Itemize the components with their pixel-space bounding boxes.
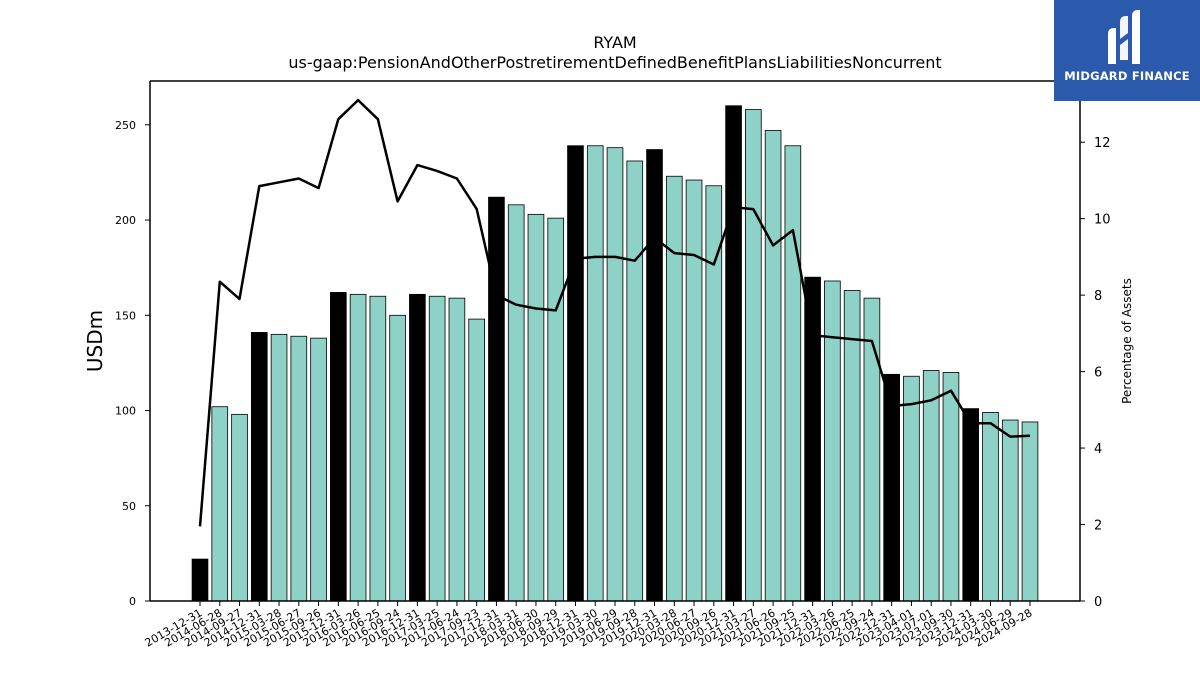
bar-2014-09-27: [231, 413, 248, 602]
percentage-line: [198, 98, 1031, 527]
bar-2018-09-29: [547, 217, 565, 602]
bar-2023-09-30: [942, 372, 960, 602]
logo-mark-icon: [1108, 10, 1140, 64]
y-axis-label-left: USDm: [83, 310, 107, 372]
bar-2014-12-31: [250, 332, 268, 602]
bar-2015-09-26: [310, 337, 327, 602]
x-axis-ticks: 2013-12-312014-06-282014-09-272014-12-31…: [143, 601, 1035, 650]
line-series: [198, 98, 1031, 527]
bar-2018-12-31: [567, 145, 584, 602]
bar-2016-09-24: [389, 314, 406, 602]
y-tick-label: 0: [129, 595, 136, 608]
bar-2017-06-24: [448, 297, 466, 602]
bar-2021-09-25: [784, 145, 802, 602]
bar-2015-06-27: [290, 335, 308, 602]
bar-2014-06-28: [211, 406, 229, 602]
bar-2020-03-28: [665, 175, 683, 602]
bar-2021-06-26: [764, 130, 782, 602]
y-tick-label: 200: [115, 214, 136, 227]
bar-2021-03-27: [745, 109, 762, 602]
y-axis-label-right: Percentage of Assets: [1120, 278, 1134, 404]
y-right-tick-label: 12: [1094, 136, 1111, 151]
bar-2015-12-31: [330, 292, 347, 602]
bar-2016-12-31: [409, 293, 426, 602]
y-axis-ticks-right: 0 2 4 6 8 10 12: [1080, 136, 1111, 610]
bar-2017-09-23: [468, 318, 485, 602]
bar-2015-03-28: [270, 333, 288, 602]
y-right-tick-label: 4: [1094, 442, 1102, 457]
bar-2022-03-26: [824, 280, 841, 602]
y-right-tick-label: 6: [1094, 366, 1102, 381]
bar-2019-12-31: [646, 149, 663, 602]
bar-2024-09-28: [1021, 421, 1039, 602]
bar-2023-07-01: [922, 370, 940, 602]
bar-2018-06-30: [527, 213, 545, 602]
bar-series: [191, 105, 1039, 602]
y-right-tick-label: 0: [1094, 595, 1102, 610]
y-tick-label: 100: [115, 405, 136, 418]
y-right-tick-label: 10: [1094, 213, 1111, 228]
y-tick-label: 50: [122, 500, 136, 513]
y-right-tick-label: 8: [1094, 289, 1102, 304]
logo-text: MIDGARD FINANCE: [1064, 69, 1190, 83]
bar-2023-12-31: [962, 408, 980, 602]
y-tick-label: 250: [115, 119, 136, 132]
y-right-tick-label: 2: [1094, 519, 1102, 534]
bar-2023-04-01: [903, 375, 920, 602]
chart-title: RYAM: [593, 33, 636, 52]
bar-2017-12-31: [488, 196, 505, 602]
bar-2019-06-29: [606, 147, 624, 602]
bar-2017-03-25: [428, 295, 446, 602]
bar-2013-12-31: [191, 558, 209, 602]
bar-2019-03-30: [586, 145, 604, 602]
bar-2024-06-29: [1001, 419, 1019, 602]
y-tick-label: 150: [115, 309, 136, 322]
bar-2024-03-30: [982, 412, 999, 602]
bar-2018-03-31: [507, 204, 525, 602]
bar-2016-06-25: [369, 295, 387, 602]
bar-2021-12-31: [804, 276, 821, 602]
bar-2022-12-31: [883, 373, 900, 602]
bar-2020-12-31: [725, 105, 742, 602]
bar-2020-06-27: [685, 179, 703, 602]
midgard-finance-logo: MIDGARD FINANCE: [1054, 0, 1200, 101]
chart-subtitle: us-gaap:PensionAndOtherPostretirementDef…: [288, 53, 941, 72]
y-axis-ticks-left: 0 50 100 150 200 250: [115, 119, 150, 608]
bar-2022-06-25: [843, 290, 861, 602]
bar-2019-09-28: [626, 160, 644, 602]
bar-2016-03-26: [349, 293, 367, 602]
